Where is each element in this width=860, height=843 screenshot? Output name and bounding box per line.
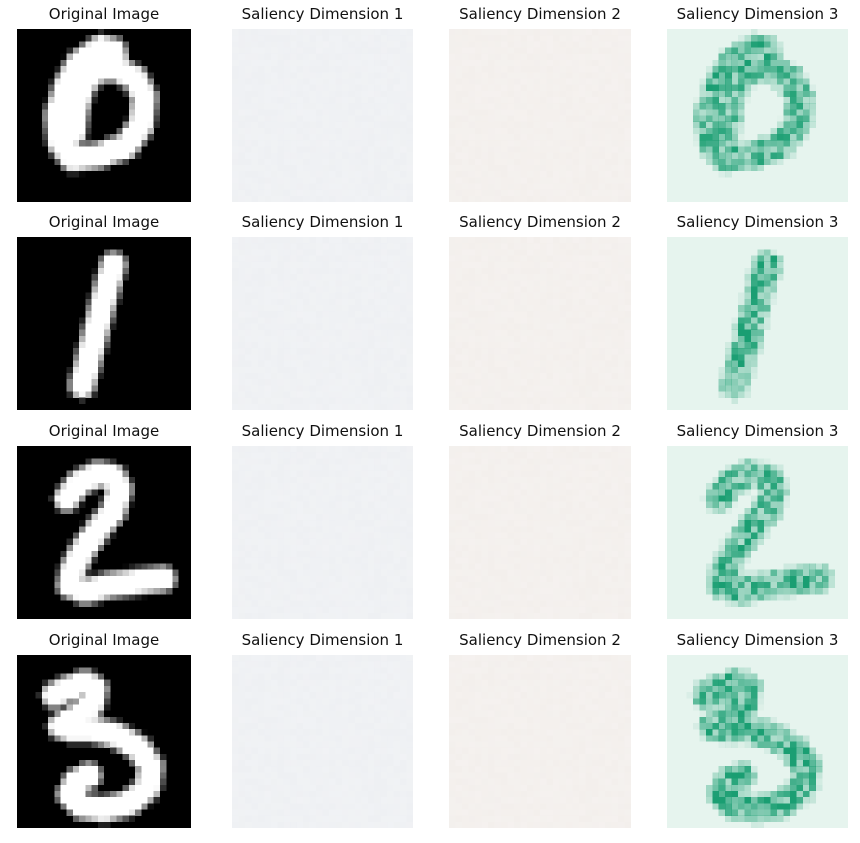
panel-title: Original Image [48, 213, 160, 231]
saliency-map-dim2-3 [449, 655, 631, 828]
panel-title: Saliency Dimension 1 [241, 213, 404, 231]
panel-title: Original Image [48, 422, 160, 440]
saliency-map-dim1-3 [232, 655, 413, 828]
panel-title: Saliency Dimension 2 [459, 631, 621, 649]
saliency-map-dim1-2 [232, 446, 413, 619]
digit-image-1 [17, 237, 191, 410]
panel-title: Saliency Dimension 3 [676, 631, 839, 649]
panel-title: Original Image [48, 631, 160, 649]
digit-image-0 [17, 29, 191, 202]
panel-title: Saliency Dimension 1 [241, 631, 404, 649]
panel-saliency-2-row-1: Saliency Dimension 2 [449, 213, 631, 410]
panel-title: Saliency Dimension 3 [676, 5, 839, 23]
saliency-map-dim2-2 [449, 446, 631, 619]
panel-title: Saliency Dimension 2 [459, 422, 621, 440]
panel-saliency-3-row-3: Saliency Dimension 3 [667, 631, 848, 828]
panel-original-0: Original Image [17, 5, 191, 202]
saliency-map-dim1-1 [232, 237, 413, 410]
panel-title: Original Image [48, 5, 160, 23]
panel-saliency-2-row-2: Saliency Dimension 2 [449, 422, 631, 619]
panel-saliency-2-row-0: Saliency Dimension 2 [449, 5, 631, 202]
panel-original-3: Original Image [17, 631, 191, 828]
saliency-map-dim2-0 [449, 29, 631, 202]
saliency-map-dim3-0 [667, 29, 848, 202]
panel-title: Saliency Dimension 1 [241, 5, 404, 23]
panel-title: Saliency Dimension 1 [241, 422, 404, 440]
panel-saliency-3-row-2: Saliency Dimension 3 [667, 422, 848, 619]
saliency-map-dim1-0 [232, 29, 413, 202]
panel-title: Saliency Dimension 2 [459, 213, 621, 231]
saliency-map-dim2-1 [449, 237, 631, 410]
saliency-map-dim3-2 [667, 446, 848, 619]
panel-saliency-3-row-1: Saliency Dimension 3 [667, 213, 848, 410]
panel-saliency-1-row-2: Saliency Dimension 1 [232, 422, 413, 619]
panel-saliency-3-row-0: Saliency Dimension 3 [667, 5, 848, 202]
panel-saliency-1-row-3: Saliency Dimension 1 [232, 631, 413, 828]
panel-title: Saliency Dimension 2 [459, 5, 621, 23]
panel-original-2: Original Image [17, 422, 191, 619]
panel-title: Saliency Dimension 3 [676, 213, 839, 231]
saliency-map-dim3-3 [667, 655, 848, 828]
panel-saliency-2-row-3: Saliency Dimension 2 [449, 631, 631, 828]
saliency-map-dim3-1 [667, 237, 848, 410]
panel-saliency-1-row-1: Saliency Dimension 1 [232, 213, 413, 410]
panel-original-1: Original Image [17, 213, 191, 410]
panel-title: Saliency Dimension 3 [676, 422, 839, 440]
panel-saliency-1-row-0: Saliency Dimension 1 [232, 5, 413, 202]
digit-image-3 [17, 655, 191, 828]
digit-image-2 [17, 446, 191, 619]
